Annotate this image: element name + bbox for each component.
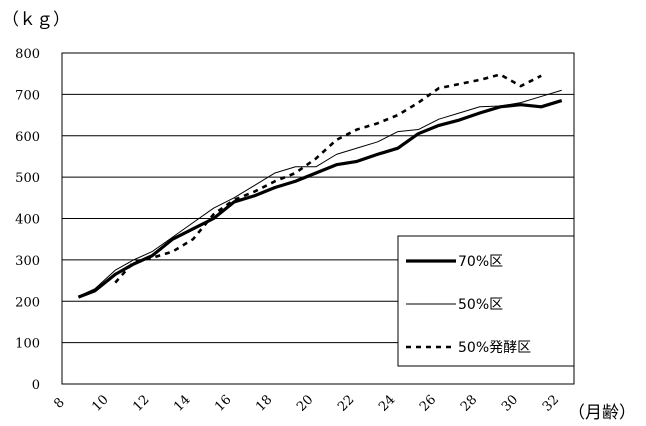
- x-tick-label: 18: [253, 392, 275, 414]
- legend-label-1: 50%区: [458, 297, 503, 313]
- y-tick-label: 700: [15, 88, 40, 103]
- x-tick-label: 10: [89, 392, 111, 414]
- x-tick-label: 30: [499, 392, 521, 414]
- x-axis-unit-label: （月齢）: [568, 403, 636, 423]
- x-tick-label: 22: [335, 392, 357, 414]
- y-tick-label: 300: [15, 254, 40, 269]
- legend: 70%区 50%区 50%発酵区: [397, 235, 575, 367]
- legend-label-2: 50%発酵区: [458, 340, 531, 356]
- y-tick-label: 0: [32, 378, 40, 393]
- x-tick-label: 32: [540, 392, 562, 414]
- series-line-1: [78, 89, 562, 297]
- x-tick-label: 16: [212, 392, 234, 414]
- plot-frame: [61, 52, 575, 385]
- y-tick-label: 400: [15, 213, 40, 228]
- x-tick-label: 26: [417, 392, 439, 414]
- x-tick-label: 20: [294, 392, 316, 414]
- y-tick-labels: 0 100 200 300 400 500 600 700 800: [15, 47, 40, 393]
- x-tick-label: 28: [458, 392, 480, 414]
- x-tick-label: 12: [130, 392, 152, 414]
- x-tick-label: 8: [51, 395, 67, 411]
- series-line-0: [77, 99, 563, 299]
- series-lines: [77, 73, 563, 299]
- y-tick-label: 800: [15, 47, 40, 62]
- y-tick-label: 500: [15, 171, 40, 186]
- legend-box: [397, 235, 575, 367]
- y-tick-label: 200: [15, 295, 40, 310]
- legend-label-0: 70%区: [458, 254, 503, 270]
- x-tick-label: 24: [376, 392, 398, 414]
- x-tick-label: 14: [171, 392, 193, 414]
- x-tick-labels: 8 10 12 14 16 18 20 22 24 26 28 30 32: [51, 392, 562, 414]
- y-tick-label: 600: [15, 130, 40, 145]
- y-tick-label: 100: [15, 337, 40, 352]
- y-axis-unit-label: （ｋｇ）: [2, 10, 70, 30]
